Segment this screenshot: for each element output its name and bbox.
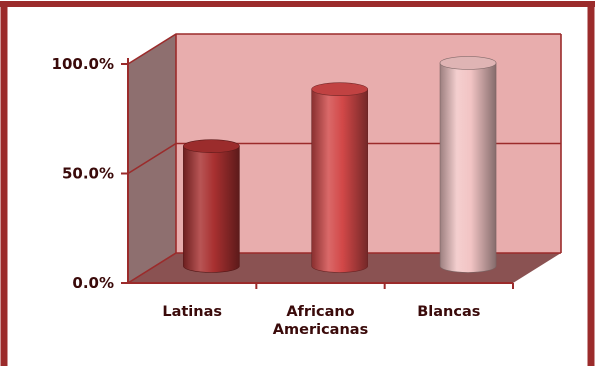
- bar: [311, 82, 369, 273]
- y-tick-label: 0.0%: [72, 274, 114, 292]
- x-tick-label: Africano Americanas: [273, 304, 368, 338]
- y-tick-label: 50.0%: [62, 165, 114, 183]
- bar-body: [439, 62, 497, 273]
- bar-top: [439, 56, 497, 70]
- y-tick-label: 100.0%: [52, 55, 114, 73]
- bar-top: [311, 82, 369, 97]
- x-tick-label: Blancas: [417, 304, 480, 320]
- bar-body: [183, 145, 240, 273]
- bar: [439, 56, 497, 273]
- bar-top: [183, 139, 240, 153]
- bar-body: [311, 88, 368, 273]
- x-tick-label: Latinas: [162, 304, 222, 320]
- bar: [183, 139, 240, 273]
